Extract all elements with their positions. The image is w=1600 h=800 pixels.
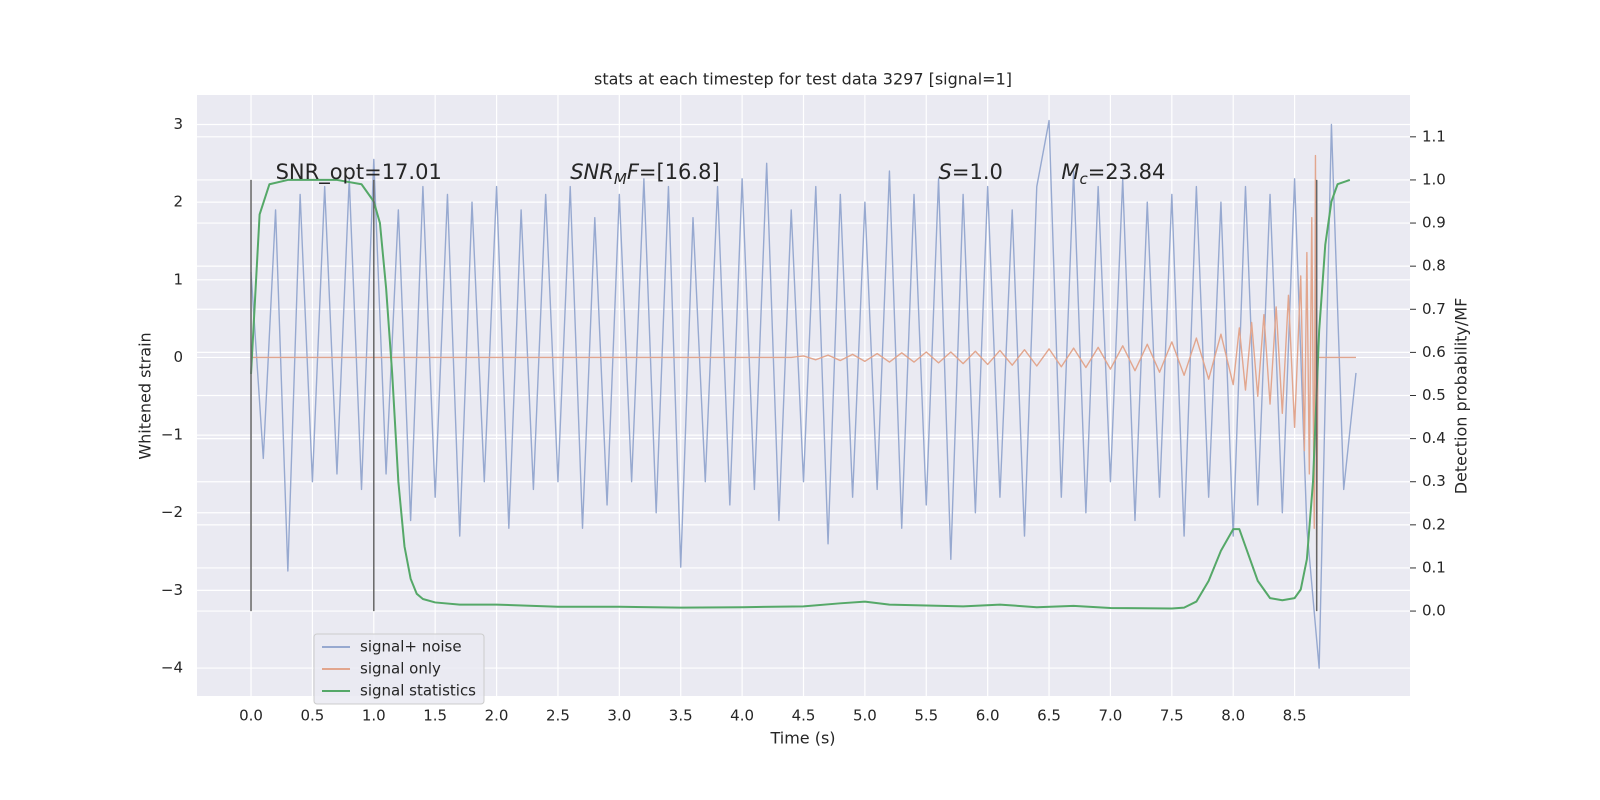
y2-tick-label: 0.9	[1422, 214, 1446, 232]
y-tick-label: −2	[161, 503, 183, 521]
annotation: SNRMF=[16.8]	[570, 160, 719, 188]
legend-box	[313, 633, 485, 705]
y-tick-label: 0	[173, 348, 183, 366]
chart-title: stats at each timestep for test data 329…	[594, 70, 1012, 89]
x-tick-label: 3.5	[669, 707, 693, 725]
x-tick-label: 1.5	[423, 707, 447, 725]
y-axis-label: Whitened strain	[136, 332, 155, 459]
annotation: SNR_opt=17.01	[276, 160, 442, 185]
series-line	[251, 154, 1356, 568]
x-tick-label: 3.0	[607, 707, 631, 725]
legend-label: signal only	[360, 660, 441, 678]
y2-tick-label: 0.7	[1422, 300, 1446, 318]
annotation-part: M	[1061, 160, 1079, 184]
annotation-part: =[16.8]	[639, 160, 720, 184]
annotation: Mc=23.84	[1061, 160, 1165, 188]
x-axis-label: Time (s)	[769, 729, 835, 748]
annotation-part: M	[614, 170, 627, 188]
y-tick-label: −3	[161, 581, 183, 599]
x-tick-label: 1.0	[362, 707, 386, 725]
y-tick-label: 3	[173, 115, 183, 133]
x-tick-label: 4.5	[792, 707, 816, 725]
x-tick-label: 2.0	[485, 707, 509, 725]
annotation-part: =23.84	[1088, 160, 1166, 184]
series-line	[250, 119, 1357, 669]
x-tick-label: 4.0	[730, 707, 754, 725]
y2-tick-label: 1.1	[1422, 127, 1446, 145]
y2-tick-label: 1.0	[1422, 170, 1446, 188]
marks	[250, 119, 1357, 669]
y-tick-label: −4	[161, 659, 183, 677]
y2-tick-label: 0.3	[1422, 472, 1446, 490]
y-tick-label: −1	[161, 426, 183, 444]
legend-label: signal statistics	[360, 682, 476, 700]
y-tick-label: 1	[173, 270, 183, 288]
x-tick-label: 6.0	[976, 707, 1000, 725]
legend-label: signal+ noise	[360, 638, 462, 656]
annotation-part: SNR_opt=17.01	[276, 160, 442, 185]
x-tick-label: 0.5	[300, 707, 324, 725]
annotation-part: SNR	[570, 160, 614, 184]
x-tick-label: 6.5	[1037, 707, 1061, 725]
x-tick-label: 5.0	[853, 707, 877, 725]
y2-tick-label: 0.2	[1422, 515, 1446, 533]
annotation-part: =1.0	[952, 160, 1003, 184]
y2-tick-label: 0.8	[1422, 257, 1446, 275]
annotation-part: F	[627, 160, 640, 184]
x-tick-label: 0.0	[239, 707, 263, 725]
annotation-part: c	[1079, 170, 1088, 188]
x-tick-label: 8.0	[1221, 707, 1245, 725]
y2-tick-label: 0.1	[1422, 558, 1446, 576]
y2-tick-label: 0.0	[1422, 602, 1446, 620]
y2-tick-label: 0.5	[1422, 386, 1446, 404]
y2-axis-label: Detection probability/MF	[1452, 298, 1471, 495]
y-tick-label: 2	[173, 193, 183, 211]
x-tick-label: 8.5	[1283, 707, 1307, 725]
annotation-part: S	[939, 160, 952, 184]
x-tick-label: 2.5	[546, 707, 570, 725]
x-tick-label: 5.5	[914, 707, 938, 725]
labels: 0.0 0.5 1.0 1.5 2.0 2.5 3.0 3.5 4.0 4.5 5.0 5.5 6.0 6…	[161, 115, 1446, 724]
annotation: S=1.0	[939, 160, 1003, 184]
y2-tick-label: 0.6	[1422, 343, 1446, 361]
series-line	[250, 178, 1351, 610]
x-tick-label: 7.0	[1099, 707, 1123, 725]
y2-tick-label: 0.4	[1422, 429, 1446, 447]
x-tick-label: 7.5	[1160, 707, 1184, 725]
